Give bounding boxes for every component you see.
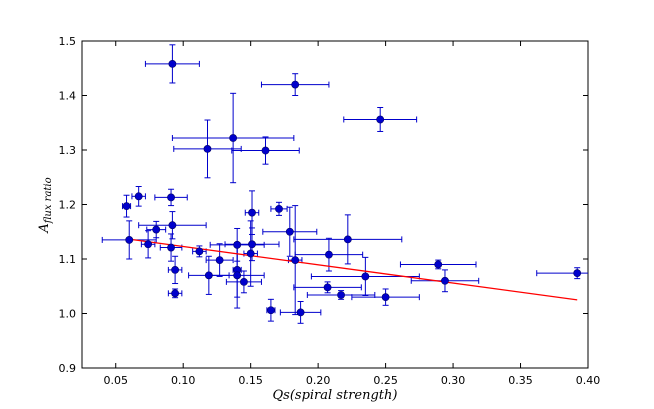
- data-point: [261, 146, 270, 155]
- data-point: [246, 249, 255, 258]
- data-point: [275, 204, 283, 213]
- data-point: [240, 277, 248, 286]
- y-tick-label: 1.2: [59, 199, 77, 212]
- y-tick-label: 1.4: [59, 90, 77, 103]
- data-point: [325, 250, 333, 259]
- y-axis-title-main: A: [37, 223, 52, 233]
- y-axis-title-sub: flux ratio: [43, 177, 54, 224]
- data-point: [167, 193, 175, 202]
- data-point: [441, 276, 449, 285]
- data-point: [152, 225, 161, 234]
- data-points: [122, 59, 582, 317]
- data-point: [434, 260, 443, 269]
- data-point: [376, 115, 385, 124]
- data-point: [122, 202, 131, 211]
- data-point: [361, 272, 370, 281]
- data-point: [215, 256, 224, 264]
- data-point: [248, 208, 256, 217]
- axis-ticks: 0.05 0.10 0.15 0.20 0.25 0.30 0.35 0.40 0.9 1.0 1.…: [59, 35, 601, 387]
- data-point: [233, 240, 242, 249]
- x-axis-title: Qs(spiral strength): [273, 388, 398, 403]
- y-axis-title: Aflux ratio: [37, 177, 54, 233]
- data-point: [204, 271, 213, 280]
- y-tick-label: 0.9: [59, 362, 77, 375]
- data-point: [291, 256, 300, 264]
- data-point: [337, 291, 345, 299]
- x-tick-label: 0.30: [441, 374, 466, 387]
- x-tick-label: 0.20: [306, 374, 331, 387]
- data-point: [167, 243, 175, 252]
- x-tick-label: 0.10: [171, 374, 196, 387]
- data-point: [248, 240, 256, 249]
- y-tick-label: 1.1: [59, 253, 77, 266]
- data-point: [267, 306, 275, 315]
- data-point: [573, 269, 582, 278]
- data-point: [125, 236, 134, 244]
- data-point: [134, 192, 143, 201]
- data-point: [195, 247, 204, 256]
- data-point: [381, 293, 390, 302]
- data-point: [323, 283, 332, 292]
- error-bar: [140, 230, 156, 259]
- data-point: [171, 265, 180, 274]
- x-tick-label: 0.40: [576, 374, 601, 387]
- data-point: [144, 240, 153, 249]
- data-point: [285, 227, 294, 236]
- data-point: [171, 289, 180, 298]
- data-point: [291, 80, 300, 89]
- y-tick-label: 1.0: [59, 308, 77, 321]
- y-tick-label: 1.3: [59, 144, 77, 157]
- x-tick-label: 0.05: [103, 374, 128, 387]
- data-point: [229, 134, 238, 142]
- data-point: [203, 145, 212, 153]
- data-point: [296, 308, 305, 317]
- plot-area: [81, 40, 589, 369]
- data-point: [168, 221, 177, 230]
- data-point: [343, 235, 352, 244]
- y-tick-label: 1.5: [59, 35, 77, 48]
- data-point: [168, 59, 177, 68]
- x-tick-label: 0.25: [373, 374, 398, 387]
- data-point: [233, 271, 242, 280]
- error-bar: [167, 255, 183, 285]
- x-tick-label: 0.35: [508, 374, 533, 387]
- x-tick-label: 0.15: [238, 374, 263, 387]
